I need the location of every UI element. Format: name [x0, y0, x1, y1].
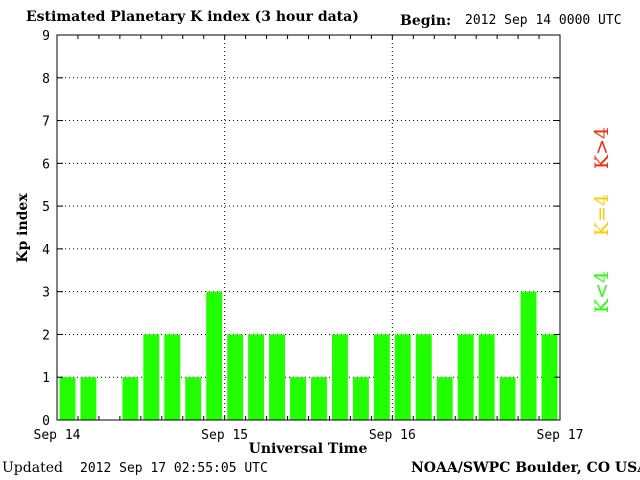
y-tick-label: 8 — [42, 72, 50, 87]
legend-k-equal-4: K=4 — [591, 194, 613, 236]
x-axis-ticks: Sep 14 Sep 15 Sep 16 Sep 17 — [34, 35, 584, 443]
x-tick-label: Sep 16 — [369, 428, 416, 443]
kp-bar — [352, 377, 369, 420]
kp-bar — [248, 334, 265, 420]
updated-label: Updated — [2, 460, 63, 476]
begin-label: Begin: — [400, 13, 452, 29]
kp-bar — [394, 334, 411, 420]
x-tick-label: Sep 17 — [537, 428, 584, 443]
kp-bar — [59, 377, 76, 420]
chart-title: Estimated Planetary K index (3 hour data… — [26, 9, 359, 25]
kp-bar — [499, 377, 516, 420]
x-axis-label: Universal Time — [249, 441, 368, 457]
credit-text: NOAA/SWPC Boulder, CO USA — [411, 460, 640, 476]
legend-k-greater-4: K>4 — [591, 127, 613, 169]
kp-bar — [373, 334, 390, 420]
kp-bar — [331, 334, 348, 420]
kp-bar — [457, 334, 474, 420]
y-tick-label: 9 — [42, 29, 50, 44]
y-tick-label: 6 — [42, 157, 50, 172]
y-axis-label: Kp index — [15, 193, 31, 263]
kp-bar — [206, 291, 223, 420]
x-tick-label: Sep 15 — [201, 428, 248, 443]
kp-bar — [80, 377, 97, 420]
x-tick-label: Sep 14 — [34, 428, 81, 443]
kp-bar — [520, 291, 537, 420]
y-tick-label: 4 — [42, 243, 50, 258]
bars — [59, 291, 558, 420]
kp-bar — [164, 334, 181, 420]
kp-bar — [478, 334, 495, 420]
y-tick-label: 7 — [42, 115, 50, 130]
y-tick-label: 2 — [42, 328, 50, 343]
kp-bar — [269, 334, 286, 420]
begin-value: 2012 Sep 14 0000 UTC — [465, 13, 622, 28]
y-tick-label: 5 — [42, 200, 50, 215]
kp-bar — [290, 377, 306, 420]
kp-bar — [122, 377, 139, 420]
kp-bar — [185, 377, 202, 420]
grid — [57, 35, 560, 420]
y-tick-label: 3 — [42, 286, 50, 301]
y-tick-label: 1 — [42, 371, 50, 386]
kp-bar — [311, 377, 327, 420]
updated-timestamp: 2012 Sep 17 02:55:05 UTC — [80, 461, 268, 476]
kp-bar — [415, 334, 432, 420]
kp-bar — [436, 377, 453, 420]
y-tick-label: 0 — [42, 414, 50, 429]
y-axis-ticks: 0 1 2 3 4 5 6 7 8 9 — [42, 29, 560, 429]
kp-bar — [227, 334, 244, 420]
kp-bar — [143, 334, 160, 420]
kp-bar — [541, 334, 558, 420]
legend-k-less-4: K<4 — [591, 271, 613, 313]
